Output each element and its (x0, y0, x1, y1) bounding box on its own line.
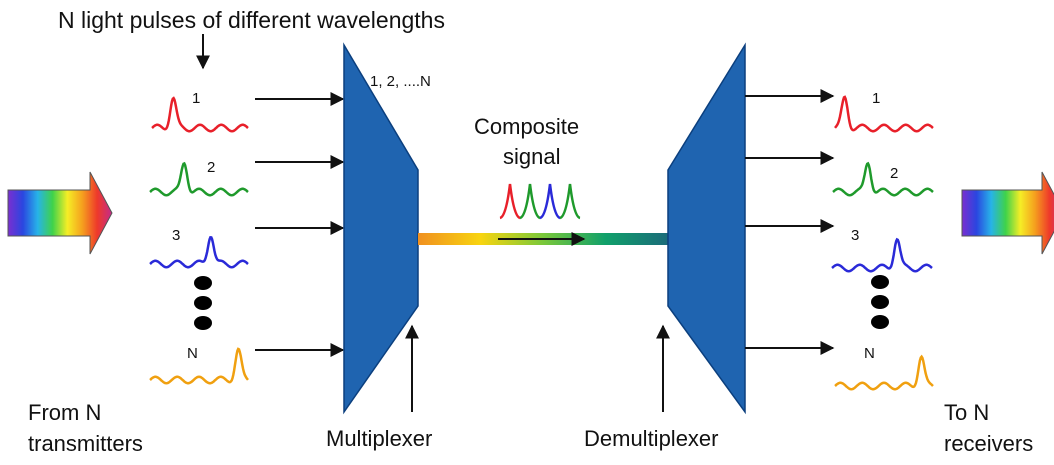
right-caption-line2: receivers (944, 431, 1033, 456)
output-channel-label-2: 2 (890, 165, 898, 182)
output-light-arrow (961, 171, 1054, 255)
output-channel-label-3: 3 (851, 227, 859, 244)
input-channel-label-2: 2 (207, 159, 215, 176)
input-pulse-2 (149, 161, 249, 197)
ellipsis-dot (871, 275, 889, 289)
output-pulse-1 (834, 95, 934, 133)
output-pulses (831, 95, 934, 391)
output-pulse-3 (831, 237, 933, 273)
diagram-title: N light pulses of different wavelengths (58, 7, 445, 33)
composite-pulse-green (519, 183, 541, 220)
input-pulse-3 (149, 235, 249, 269)
ellipsis-dot (871, 295, 889, 309)
demultiplexer-block (667, 42, 746, 415)
multiplexer-block (343, 42, 419, 415)
input-light-arrow (7, 171, 113, 255)
input-pulse-1 (151, 96, 249, 133)
left-caption-line1: From N (28, 400, 101, 425)
composite-signal-label-line2: signal (503, 144, 560, 169)
input-pulses (149, 96, 249, 385)
composite-signal-label-line1: Composite (474, 114, 579, 139)
output-pulse-n (834, 354, 934, 391)
composite-pulse-blue (539, 183, 561, 220)
output-channel-label-n: N (864, 345, 875, 362)
output-pulse-2 (832, 161, 934, 197)
input-channel-label-n: N (187, 345, 198, 362)
right-caption-line1: To N (944, 400, 989, 425)
composite-pulse-green-2 (559, 183, 581, 220)
ellipsis-dot (194, 296, 212, 310)
composite-signal-pulses (499, 183, 581, 220)
multiplexer-label: Multiplexer (326, 426, 432, 451)
output-channel-label-1: 1 (872, 90, 880, 107)
input-pulse-n (149, 347, 249, 385)
composite-pulse-red (499, 183, 521, 220)
multiplexer-channel-label: 1, 2, ....N (370, 73, 431, 90)
left-caption-line2: transmitters (28, 431, 143, 456)
ellipsis-dot (194, 276, 212, 290)
demultiplexer-label: Demultiplexer (584, 426, 719, 451)
input-channel-label-1: 1 (192, 90, 200, 107)
ellipsis-dot (194, 316, 212, 330)
input-channel-label-3: 3 (172, 227, 180, 244)
ellipsis-dot (871, 315, 889, 329)
